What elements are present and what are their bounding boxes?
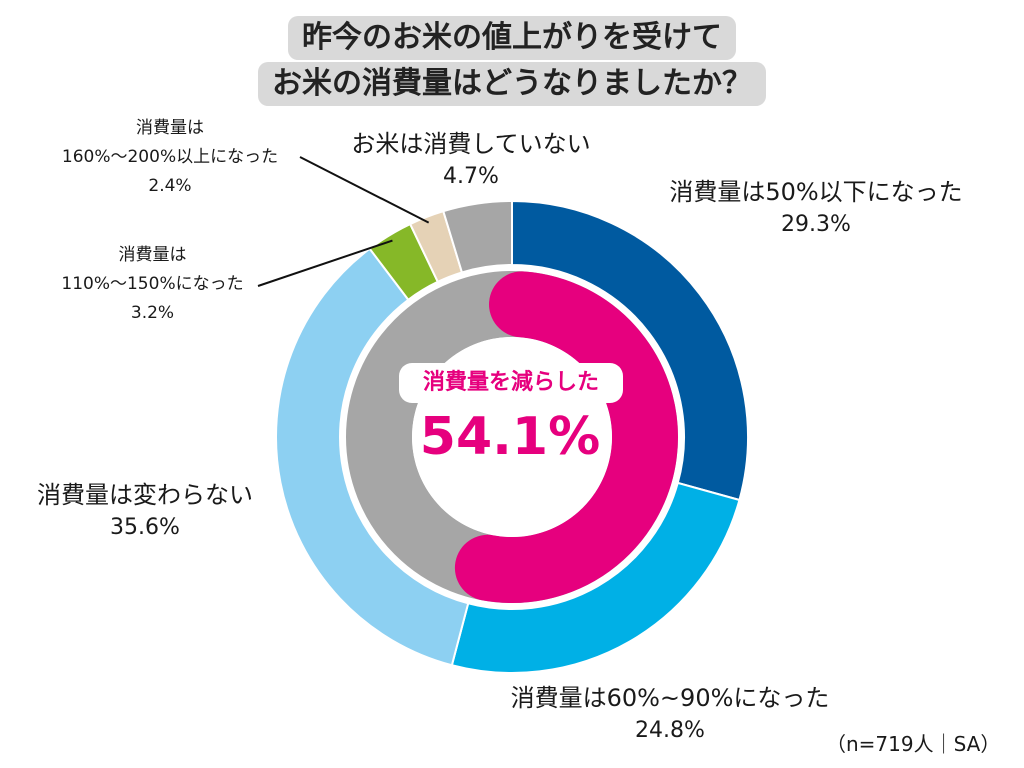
- sample-note: （n=719人｜SA）: [826, 732, 1001, 756]
- center-value: 54.1%: [419, 407, 601, 467]
- outer-slice-0: [511, 199, 749, 502]
- leader-line-3: [257, 239, 393, 287]
- outer-slice-5: [442, 199, 513, 274]
- slice-label-under-50: 消費量は50%以下になった 29.3%: [656, 176, 976, 242]
- slice-label-160-200: 消費量は 160%〜200%以上になった 2.4%: [30, 114, 310, 201]
- leader-line-4: [299, 156, 430, 224]
- slice-label-110-150: 消費量は 110%〜150%になった 3.2%: [40, 241, 265, 328]
- slice-value: 35.6%: [110, 515, 180, 540]
- slice-name: 消費量は変わらない: [37, 481, 253, 509]
- chart-title-line-1: 昨今のお米の値上がりを受けて: [288, 16, 736, 60]
- slice-value: 24.8%: [635, 718, 705, 743]
- slice-name: 消費量は60%~90%になった: [510, 684, 830, 712]
- slice-label-no-consumption: お米は消費していない 4.7%: [336, 128, 606, 194]
- slice-name-line-1: 消費量は: [118, 245, 187, 265]
- slice-label-60-90: 消費量は60%~90%になった 24.8%: [500, 682, 840, 748]
- slice-name-line-2: 160%〜200%以上になった: [61, 147, 279, 167]
- slice-name: 消費量は50%以下になった: [669, 178, 963, 206]
- slice-name-line-2: 110%〜150%になった: [61, 274, 244, 294]
- inner-ring-highlight: [454, 271, 678, 603]
- outer-slice-2: [275, 247, 470, 667]
- slice-value: 3.2%: [130, 303, 175, 323]
- center-label: 消費量を減らした: [400, 364, 622, 402]
- chart-title-line-2: お米の消費量はどうなりましたか？: [258, 62, 766, 106]
- slice-value: 4.7%: [443, 164, 499, 189]
- slice-name: お米は消費していない: [351, 130, 591, 158]
- slice-name-line-1: 消費量は: [136, 118, 204, 138]
- slice-value: 2.4%: [148, 176, 192, 196]
- slice-label-unchanged: 消費量は変わらない 35.6%: [20, 479, 270, 545]
- slice-value: 29.3%: [781, 212, 851, 237]
